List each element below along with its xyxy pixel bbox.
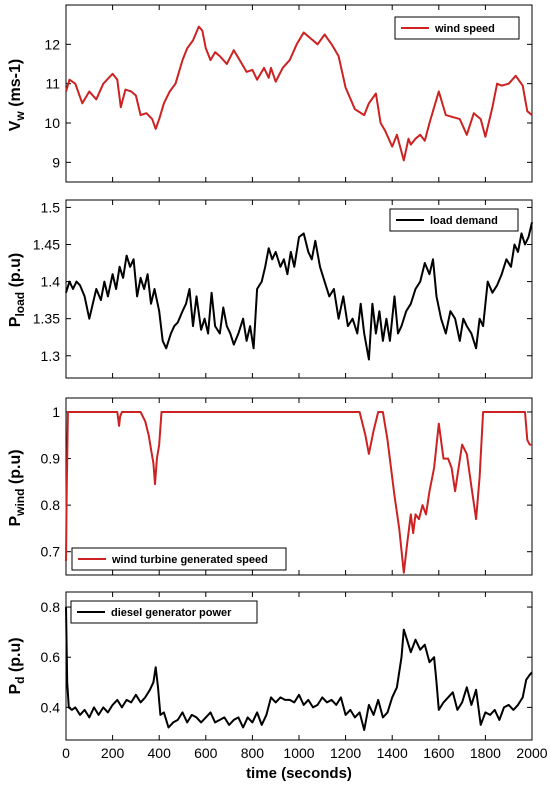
y-axis-label-main: P [7,316,24,327]
y-axis-label-suffix: (p.u) [7,637,24,676]
y-axis-label-suffix: (p.u) [7,253,24,292]
legend-box [70,600,258,624]
y-tick-label: 12 [44,36,60,52]
x-tick-label: 600 [194,745,218,761]
x-tick-label: 1800 [470,745,501,761]
legend-box [394,16,520,40]
x-tick-label: 400 [148,745,172,761]
y-axis-label-main: V [7,120,24,131]
y-tick-label: 1.5 [41,199,61,215]
x-tick-label: 2000 [516,745,547,761]
y-tick-label: 1 [52,404,60,420]
y-tick-label: 1.35 [33,311,60,327]
legend-box [71,547,287,571]
series-line-diesel-generator-power [65,607,533,731]
chart-panel-1: 9 10 11 12 Vw (ms-1) wind speed [7,4,533,183]
y-axis-label-main: P [7,684,24,695]
legend: load demand [389,208,519,232]
y-axis-label: Vw (ms-1) [7,59,27,131]
x-tick-label: 1200 [330,745,361,761]
x-tick-label: 200 [101,745,125,761]
y-tick-label: 1.45 [33,237,60,253]
legend: diesel generator power [70,600,258,624]
y-tick-label: 11 [45,76,60,92]
legend-label: diesel generator power [111,607,232,619]
y-axis-label: Pload (p.u) [7,253,27,327]
y-tick-label: 9 [52,154,60,170]
chart-panel-4: 0.4 0.6 0.8 0 200 400 600 800 1000 1200 1400 1600 18… [7,591,548,782]
chart-panel-3: 0.7 0.8 0.9 1 Pwind (p.u) wind turbine genera… [7,397,533,576]
legend-label: wind turbine generated speed [111,554,268,566]
y-tick-label: 1.4 [41,274,61,290]
y-tick-label: 0.9 [41,451,61,467]
y-tick-label: 0.8 [41,599,61,615]
legend: wind speed [394,16,520,40]
y-tick-label: 10 [44,115,60,131]
legend-label: load demand [430,215,498,227]
series-line-wind-turbine-generated-speed [65,411,532,574]
series-line-wind-speed [65,25,533,162]
x-axis-label: time (seconds) [246,765,352,782]
x-tick-label: 1400 [377,745,408,761]
y-axis-label-sub: w [13,111,27,122]
y-axis-label: Pwind (p.u) [7,449,27,526]
x-tick-label: 0 [62,745,70,761]
legend-box [389,208,519,232]
y-axis-label-suffix: (p.u) [7,449,24,488]
y-axis-label: Pd (p.u) [7,637,27,694]
x-tick-label: 1600 [423,745,454,761]
y-axis-label-sub: load [13,292,27,317]
y-axis-label-sub: wind [13,489,27,517]
y-axis-label-main: P [7,516,24,527]
x-tick-label: 1000 [283,745,314,761]
y-axis-label-suffix: (ms-1) [7,59,24,111]
y-tick-label: 0.8 [41,497,61,513]
legend: wind turbine generated speed [71,547,287,571]
y-axis-label-sub: d [13,677,27,684]
x-tick-label: 800 [241,745,265,761]
y-tick-label: 0.7 [41,544,61,560]
y-tick-label: 0.6 [41,649,61,665]
legend-label: wind speed [434,23,495,35]
y-tick-label: 0.4 [41,699,61,715]
y-tick-label: 1.3 [41,348,61,364]
series-line-load-demand [65,222,533,361]
chart-panel-2: 1.3 1.35 1.4 1.45 1.5 Pload (p.u) load demand [7,199,533,379]
